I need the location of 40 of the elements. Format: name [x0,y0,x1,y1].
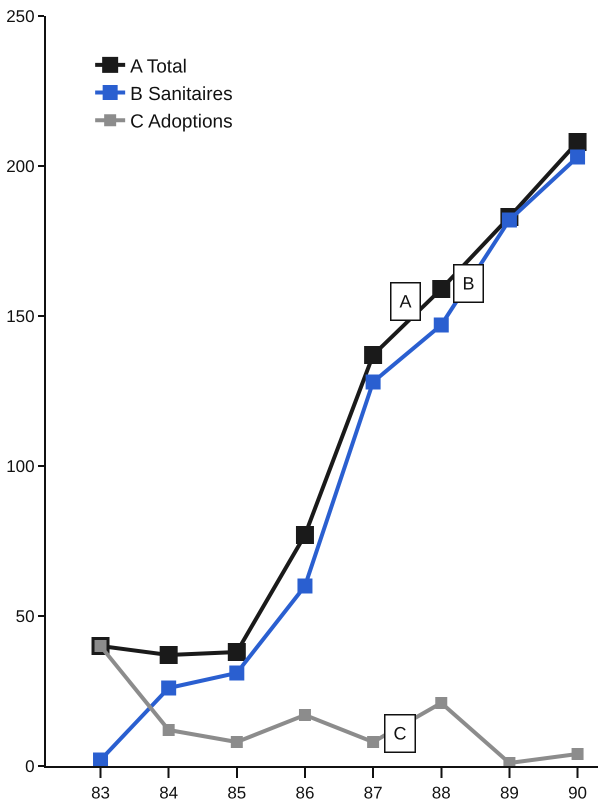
point [298,709,311,721]
point [229,666,244,680]
legend-label: B Sanitaires [130,84,233,105]
y-tick-label: 50 [16,606,35,626]
point [568,133,587,151]
point [572,748,584,760]
annotation: A [400,292,412,312]
point [432,280,450,298]
y-tick-label: 250 [6,6,35,26]
x-tick-label: 89 [500,783,519,802]
legend-label: C Adoptions [130,112,233,133]
annotation: B [462,274,475,294]
point [296,526,314,544]
point [228,643,246,661]
point [502,212,517,228]
point [366,374,381,390]
point [367,736,380,748]
point [297,578,312,594]
annotation: C [394,724,406,744]
point [364,346,382,364]
x-tick-label: 84 [159,783,178,802]
point [230,736,243,748]
point [570,150,586,164]
point [434,318,449,332]
y-tick-label: 0 [25,756,35,776]
legend-label: A Total [130,56,187,78]
x-tick-label: 88 [432,783,451,802]
x-tick-label: 86 [296,783,314,802]
x-tick-label: 85 [227,783,246,802]
point [161,680,176,696]
x-tick-label: 87 [364,783,383,802]
x-tick-label: 90 [568,783,588,802]
y-tick-label: 100 [6,456,35,476]
point [435,697,448,709]
y-tick-label: 200 [6,156,35,176]
point [160,646,178,664]
y-tick-label: 150 [6,306,35,326]
point [93,752,108,766]
point [162,724,175,736]
x-tick-label: 83 [91,783,110,802]
